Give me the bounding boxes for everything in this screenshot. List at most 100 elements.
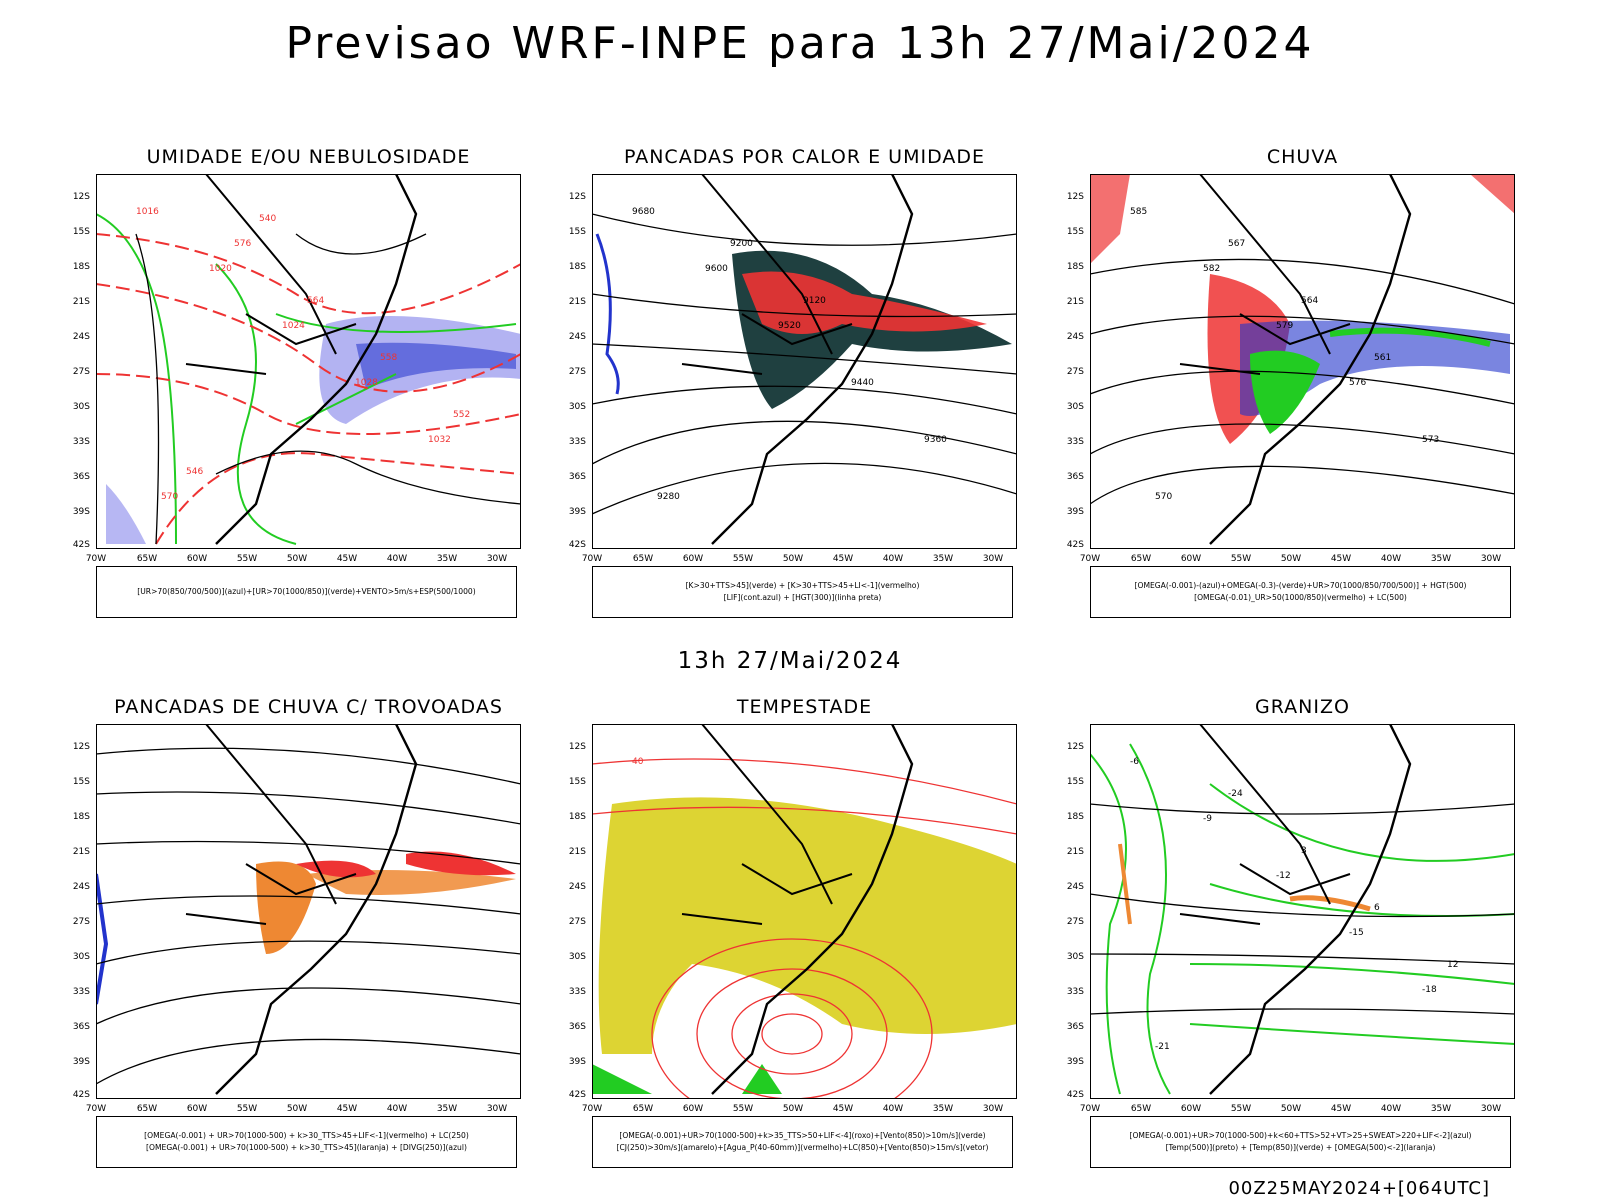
contour-label: 9360 bbox=[924, 435, 947, 445]
legend-line: [OMEGA(-0.001)+UR>70(1000-500)+k>35_TTS>… bbox=[619, 1131, 986, 1140]
lat-tick: 21S bbox=[1066, 297, 1084, 307]
map-tempestade-svg: 40 bbox=[592, 724, 1017, 1099]
lon-tick: 50W bbox=[782, 554, 804, 564]
lon-tick: 50W bbox=[782, 1104, 804, 1114]
jet-yellow-area bbox=[598, 797, 1017, 1054]
contour-label: 540 bbox=[259, 214, 276, 224]
contour-label: 564 bbox=[1301, 296, 1318, 306]
map-chuva: 585 582 579 576 573 570 567 564 561 12S 15S 18S … bbox=[1067, 174, 1515, 564]
page-title: Previsao WRF-INPE para 13h 27/Mai/2024 bbox=[285, 18, 1315, 69]
lat-tick: 12S bbox=[1066, 192, 1084, 202]
lon-tick: 65W bbox=[1130, 554, 1152, 564]
lat-tick: 24S bbox=[568, 332, 586, 342]
contour-label: -6 bbox=[1130, 757, 1139, 767]
lat-tick: 39S bbox=[72, 1057, 90, 1067]
lat-tick: 24S bbox=[1066, 332, 1084, 342]
lon-tick: 65W bbox=[136, 554, 158, 564]
lon-tick: 70W bbox=[581, 554, 603, 564]
rain-blue-area bbox=[1240, 320, 1510, 416]
lon-tick: 45W bbox=[336, 554, 358, 564]
lat-tick: 21S bbox=[568, 847, 586, 857]
lat-tick: 27S bbox=[72, 917, 90, 927]
contour-label: -15 bbox=[1349, 928, 1364, 938]
lat-tick: 30S bbox=[72, 402, 90, 412]
lon-tick: 70W bbox=[85, 1104, 107, 1114]
contour-label: 570 bbox=[1155, 492, 1172, 502]
map-trovoadas: 12S 15S 18S 21S 24S 27S 30S 33S 36S 39S … bbox=[73, 724, 521, 1114]
lat-tick: 12S bbox=[568, 192, 586, 202]
lon-tick: 55W bbox=[1230, 554, 1252, 564]
lat-tick: 27S bbox=[568, 917, 586, 927]
lat-tick: 12S bbox=[72, 192, 90, 202]
lat-tick: 36S bbox=[1066, 1022, 1084, 1032]
lat-tick: 42S bbox=[72, 1090, 90, 1100]
contour-label: 1024 bbox=[282, 321, 305, 331]
lon-tick: 40W bbox=[1380, 1104, 1402, 1114]
lat-tick: 33S bbox=[72, 437, 90, 447]
humidity-blue-south bbox=[106, 484, 146, 544]
legend-line: [Temp(500)](preto) + [Temp(850)](verde) … bbox=[1165, 1143, 1436, 1152]
lat-tick: 18S bbox=[72, 812, 90, 822]
lon-tick: 70W bbox=[1079, 554, 1101, 564]
contour-label: 1016 bbox=[136, 207, 159, 217]
unstable-area bbox=[742, 271, 987, 334]
lon-tick: 65W bbox=[136, 1104, 158, 1114]
contour-label: 546 bbox=[186, 467, 203, 477]
lon-tick: 35W bbox=[932, 1104, 954, 1114]
lon-tick: 45W bbox=[1330, 1104, 1352, 1114]
lat-tick: 42S bbox=[568, 540, 586, 550]
contour-label: 582 bbox=[1203, 264, 1220, 274]
legend-box: [K>30+TTS>45](verde) + [K>30+TTS>45+LI<-… bbox=[592, 566, 1013, 618]
contour-label: 9280 bbox=[657, 492, 680, 502]
lon-tick: 30W bbox=[486, 554, 508, 564]
lat-tick: 21S bbox=[568, 297, 586, 307]
lon-tick: 60W bbox=[1180, 554, 1202, 564]
lat-tick: 15S bbox=[568, 227, 586, 237]
lat-tick: 39S bbox=[1066, 507, 1084, 517]
lon-tick: 45W bbox=[832, 554, 854, 564]
legend-line: [OMEGA(-0.001) + UR>70(1000-500) + k>30_… bbox=[144, 1131, 469, 1140]
lon-tick: 30W bbox=[982, 554, 1004, 564]
lat-tick: 27S bbox=[1066, 917, 1084, 927]
panel-title: TEMPESTADE bbox=[736, 696, 873, 718]
borders bbox=[185, 174, 357, 375]
contour-label: 6 bbox=[1374, 903, 1380, 913]
legend-box: [OMEGA(-0.001) + UR>70(1000-500) + k>30_… bbox=[96, 1116, 517, 1168]
lat-tick: 30S bbox=[568, 952, 586, 962]
contour-label: 558 bbox=[380, 353, 397, 363]
lat-tick: 18S bbox=[1066, 812, 1084, 822]
map-tempestade: 40 12S 15S 18S 21S 24S 27S 30S 33S 36S 3… bbox=[569, 724, 1017, 1114]
lat-tick: 18S bbox=[568, 262, 586, 272]
lat-tick: 15S bbox=[568, 777, 586, 787]
lat-tick: 36S bbox=[568, 1022, 586, 1032]
lon-tick: 40W bbox=[882, 554, 904, 564]
contour-label: 576 bbox=[234, 239, 251, 249]
lon-tick: 55W bbox=[1230, 1104, 1252, 1114]
lat-tick: 15S bbox=[72, 227, 90, 237]
lon-tick: 55W bbox=[732, 554, 754, 564]
contour-label: -24 bbox=[1228, 789, 1243, 799]
map-pancadas-calor: 9680 9600 9520 9440 9360 9280 9200 9120 12S 15S… bbox=[569, 174, 1017, 564]
lat-tick: 30S bbox=[1066, 402, 1084, 412]
contour-label: -9 bbox=[1203, 814, 1212, 824]
legend-line: [OMEGA(-0.001)+UR>70(1000-500)+k<60+TTS>… bbox=[1129, 1131, 1472, 1140]
lon-tick: 40W bbox=[386, 1104, 408, 1114]
lat-tick: 15S bbox=[1066, 777, 1084, 787]
lat-tick: 33S bbox=[568, 437, 586, 447]
contour-label: 567 bbox=[1228, 239, 1245, 249]
lon-tick: 65W bbox=[632, 554, 654, 564]
lat-tick: 39S bbox=[72, 507, 90, 517]
omega-orange-area bbox=[1289, 895, 1371, 912]
lat-tick: 18S bbox=[72, 262, 90, 272]
lon-tick: 65W bbox=[632, 1104, 654, 1114]
lon-tick: 55W bbox=[732, 1104, 754, 1114]
lon-tick: 40W bbox=[1380, 554, 1402, 564]
coastline bbox=[215, 174, 418, 545]
lat-tick: 39S bbox=[568, 1057, 586, 1067]
lat-tick: 18S bbox=[1066, 262, 1084, 272]
contour-label: -18 bbox=[1422, 985, 1437, 995]
lat-tick: 27S bbox=[72, 367, 90, 377]
contour-label: 552 bbox=[453, 410, 470, 420]
lon-tick: 30W bbox=[1480, 1104, 1502, 1114]
map-granizo: -6 -9 -12 -15 -18 -21 -24 3 6 12 12S 15S 18S 21S … bbox=[1067, 724, 1515, 1114]
